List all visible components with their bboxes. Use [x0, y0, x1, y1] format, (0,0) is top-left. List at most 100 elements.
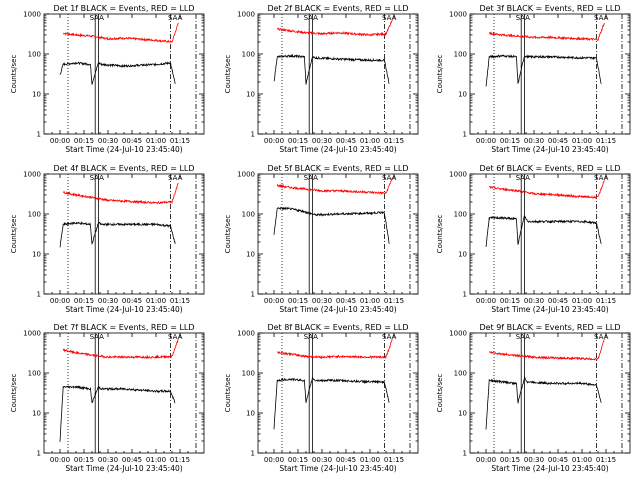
x-tick-label: 00:45 [122, 297, 142, 305]
y-tick-label: 1000 [449, 11, 467, 19]
y-tick-label: 1 [463, 131, 467, 139]
y-tick-label: 1 [251, 291, 255, 299]
events-series-line [59, 61, 176, 85]
x-tick-label: 00:45 [548, 137, 568, 145]
x-tick-label: 01:15 [384, 456, 404, 464]
panel-title: Det 1f BLACK = Events, RED = LLD [53, 4, 194, 13]
y-tick-label: 100 [454, 51, 467, 59]
y-axis-label: Counts/sec [10, 55, 18, 94]
y-tick-label: 10 [246, 91, 255, 99]
saa-marker-label: SAA [516, 14, 531, 22]
x-tick-label: 00:15 [288, 456, 308, 464]
x-tick-label: 01:00 [360, 297, 380, 305]
saa-marker-label: SAA [304, 333, 319, 341]
saa-marker-label: SAA [594, 14, 609, 22]
y-axis-label: Counts/sec [436, 55, 444, 94]
x-tick-label: 00:00 [264, 297, 284, 305]
x-tick-label: 00:00 [50, 137, 70, 145]
events-series-line [273, 53, 390, 85]
y-tick-label: 10 [32, 410, 41, 418]
x-tick-label: 01:15 [170, 456, 190, 464]
events-series-line [485, 53, 602, 87]
saa-marker-label: SAA [90, 174, 105, 182]
x-tick-label: 00:30 [312, 456, 332, 464]
x-tick-label: 00:00 [476, 456, 496, 464]
x-tick-label: 00:30 [524, 137, 544, 145]
x-tick-label: 00:15 [74, 297, 94, 305]
y-tick-label: 1 [37, 131, 41, 139]
x-tick-label: 01:00 [146, 456, 166, 464]
y-tick-label: 1000 [23, 330, 41, 338]
lld-series-line [488, 339, 605, 361]
x-tick-label: 00:30 [524, 297, 544, 305]
x-tick-label: 00:45 [122, 456, 142, 464]
y-tick-label: 100 [454, 211, 467, 219]
x-axis-label: Start Time (24-Jul-10 23:45:40) [491, 305, 608, 314]
panel-det-9: Det 9f BLACK = Events, RED = LLD 1 10 100 10… [436, 323, 631, 473]
saa-marker-label: SAA [90, 14, 105, 22]
saa-marker-label: SAA [90, 333, 105, 341]
panel-det-3: Det 3f BLACK = Events, RED = LLD 1 10 100 10… [436, 4, 631, 154]
y-tick-label: 10 [246, 410, 255, 418]
panel-title: Det 3f BLACK = Events, RED = LLD [479, 4, 620, 13]
y-tick-label: 1000 [23, 11, 41, 19]
y-tick-label: 1 [463, 291, 467, 299]
x-tick-label: 00:45 [548, 297, 568, 305]
events-series-line [485, 215, 602, 248]
x-tick-label: 01:00 [146, 297, 166, 305]
panel-det-2: Det 2f BLACK = Events, RED = LLD 1 10 100 10… [224, 4, 419, 154]
y-axis-label: Counts/sec [436, 215, 444, 254]
x-tick-label: 00:30 [312, 137, 332, 145]
x-tick-label: 01:15 [384, 137, 404, 145]
x-axis-label: Start Time (24-Jul-10 23:45:40) [65, 145, 182, 154]
x-tick-label: 00:15 [500, 137, 520, 145]
x-tick-label: 00:00 [50, 297, 70, 305]
y-tick-label: 1000 [237, 11, 255, 19]
y-tick-label: 1 [37, 291, 41, 299]
panel-det-4: Det 4f BLACK = Events, RED = LLD 1 10 100 10… [10, 164, 205, 314]
x-axis-label: Start Time (24-Jul-10 23:45:40) [279, 145, 396, 154]
y-tick-label: 1 [251, 131, 255, 139]
x-tick-label: 01:00 [572, 297, 592, 305]
y-tick-label: 100 [28, 370, 41, 378]
saa-marker-label: SAA [516, 333, 531, 341]
x-tick-label: 00:30 [98, 297, 118, 305]
x-tick-label: 01:15 [596, 456, 616, 464]
y-axis-label: Counts/sec [224, 215, 232, 254]
saa-marker-label: SAA [168, 14, 183, 22]
saa-marker-label: SAA [516, 174, 531, 182]
panel-title: Det 4f BLACK = Events, RED = LLD [53, 164, 194, 173]
x-tick-label: 01:15 [596, 137, 616, 145]
y-tick-label: 1000 [449, 171, 467, 179]
x-tick-label: 01:00 [572, 137, 592, 145]
x-tick-label: 01:00 [146, 137, 166, 145]
panel-title: Det 9f BLACK = Events, RED = LLD [479, 323, 620, 332]
y-tick-label: 10 [32, 91, 41, 99]
y-axis-label: Counts/sec [224, 374, 232, 413]
y-tick-label: 1 [251, 450, 255, 458]
y-tick-label: 100 [28, 51, 41, 59]
y-tick-label: 100 [28, 211, 41, 219]
y-tick-label: 10 [458, 251, 467, 259]
panel-det-5: Det 5f BLACK = Events, RED = LLD 1 10 100 10… [224, 164, 419, 314]
panel-det-6: Det 6f BLACK = Events, RED = LLD 1 10 100 10… [436, 164, 631, 314]
panel-title: Det 7f BLACK = Events, RED = LLD [53, 323, 194, 332]
saa-marker-label: SAA [168, 174, 183, 182]
events-series-line [59, 221, 176, 248]
saa-marker-label: SAA [382, 174, 397, 182]
x-axis-label: Start Time (24-Jul-10 23:45:40) [65, 464, 182, 473]
x-tick-label: 00:00 [264, 456, 284, 464]
y-tick-label: 100 [242, 51, 255, 59]
saa-marker-label: SAA [382, 14, 397, 22]
y-tick-label: 10 [32, 251, 41, 259]
panel-det-8: Det 8f BLACK = Events, RED = LLD 1 10 100 10… [224, 323, 419, 473]
panel-det-1: Det 1f BLACK = Events, RED = LLD 1 10 100 10… [10, 4, 205, 154]
x-tick-label: 00:45 [336, 297, 356, 305]
x-tick-label: 00:30 [98, 137, 118, 145]
panel-title: Det 8f BLACK = Events, RED = LLD [267, 323, 408, 332]
x-tick-label: 00:15 [500, 456, 520, 464]
y-tick-label: 100 [454, 370, 467, 378]
lld-series-line [276, 177, 393, 195]
x-axis-label: Start Time (24-Jul-10 23:45:40) [279, 305, 396, 314]
x-tick-label: 00:45 [548, 456, 568, 464]
